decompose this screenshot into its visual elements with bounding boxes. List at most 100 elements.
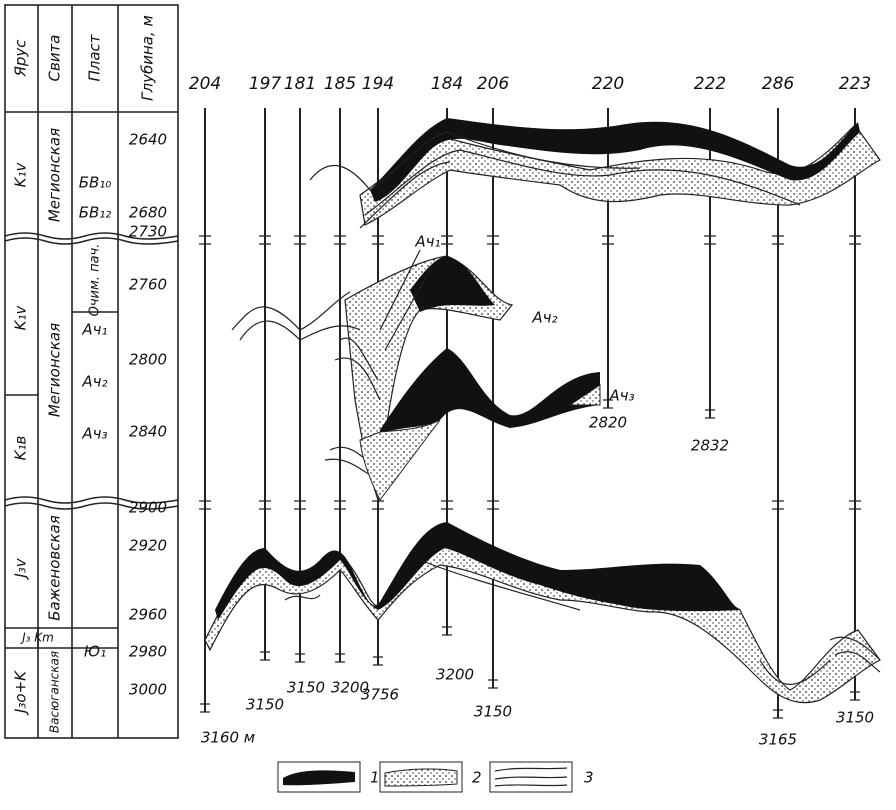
well-number: 194 <box>362 74 394 94</box>
layer-label: Ач₂ <box>81 373 107 391</box>
depth-label: 2960 <box>129 606 167 624</box>
well-break <box>602 235 614 245</box>
well-bottom <box>603 399 613 409</box>
depth-label: 2760 <box>129 276 167 294</box>
well-number: 197 <box>249 74 282 94</box>
well-bottom <box>295 653 305 663</box>
depth-label: 2730 <box>129 223 167 241</box>
well-break <box>334 500 346 510</box>
thin-lines <box>309 131 801 229</box>
stage-label: K₁v <box>12 162 30 188</box>
jurassic-clay <box>215 522 740 620</box>
ach2-clay <box>380 348 600 435</box>
well-break <box>441 235 453 245</box>
ach-thin <box>231 249 431 481</box>
depth-label: 2980 <box>129 643 167 661</box>
well-number: 181 <box>284 74 316 94</box>
well-depth: 3160 м <box>201 729 255 747</box>
well-break <box>259 500 271 510</box>
depth-label: 2640 <box>129 131 167 149</box>
layer-label: БВ₁₀ <box>79 174 112 192</box>
well-bottom <box>335 653 345 663</box>
column-header: Ярус <box>12 39 30 78</box>
well-break <box>372 500 384 510</box>
layer-annotation: Ач₂ <box>531 309 557 327</box>
ach1-clay <box>410 256 495 312</box>
column-header: Глубина, м <box>139 15 157 101</box>
depth-label: 2920 <box>129 537 167 555</box>
layer-label: Очим. пач. <box>88 244 103 317</box>
stage-label: K₁в <box>12 436 30 461</box>
legend-label: 2 <box>472 769 482 787</box>
depth-label: 2900 <box>129 499 167 517</box>
well-number: 286 <box>762 74 795 94</box>
well-depth: 3150 <box>287 679 325 697</box>
well-break <box>259 235 271 245</box>
stage-label: J₃o+K <box>12 670 30 716</box>
well-break <box>704 235 716 245</box>
well-number: 204 <box>189 74 221 94</box>
well-number: 223 <box>839 74 871 94</box>
suite-label: Мегионская <box>46 323 64 417</box>
layer-annotation: Ач₁ <box>414 233 440 251</box>
legend-label: 3 <box>584 769 594 787</box>
well-break <box>199 235 211 245</box>
well-bottom <box>488 679 498 689</box>
layer-label: Ач₃ <box>81 425 107 443</box>
well-bottom <box>442 626 452 636</box>
well-bottom <box>850 691 860 701</box>
well-break <box>772 235 784 245</box>
well-depth: 3200 <box>436 666 474 684</box>
well-break <box>849 235 861 245</box>
well-bottom <box>373 656 383 666</box>
stage-label: J₃ Km <box>20 631 54 645</box>
column-header: Свита <box>46 35 64 82</box>
well-depth: 2820 <box>589 414 627 432</box>
well-depth: 3200 <box>331 679 369 697</box>
depth-label: 2840 <box>129 423 167 441</box>
well-number: 185 <box>324 74 356 94</box>
well-break <box>772 500 784 510</box>
ach2-sand <box>359 384 601 501</box>
well-depth: 2832 <box>691 437 729 455</box>
well-depth: 3150 <box>836 709 874 727</box>
well-number: 222 <box>694 74 726 94</box>
well-number: 184 <box>431 74 463 94</box>
well-depth: 3150 <box>474 703 512 721</box>
clay-band <box>370 118 860 202</box>
well-break <box>487 235 499 245</box>
well-depth: 3756 <box>361 686 399 704</box>
well-break <box>372 235 384 245</box>
layer-label: Ю₁ <box>84 643 106 661</box>
stage-label: J₃v <box>12 557 30 580</box>
well-bottom <box>200 703 210 713</box>
well-bottom <box>773 709 783 719</box>
well-break <box>294 235 306 245</box>
suite-label: Мегионская <box>46 128 64 222</box>
jurassic-sand <box>204 529 881 704</box>
well-depth: 3165 <box>759 731 797 749</box>
legend-label: 1 <box>370 769 380 787</box>
layer-annotation: Ач₃ <box>608 387 634 405</box>
stage-label: K₁v <box>12 305 30 331</box>
layer-label: БВ₁₂ <box>79 204 112 222</box>
layer-label: Ач₁ <box>81 321 107 339</box>
well-bottom <box>705 409 715 419</box>
suite-label: Баженовская <box>46 515 64 621</box>
well-break <box>487 500 499 510</box>
depth-label: 3000 <box>129 681 167 699</box>
jurassic-thin <box>284 559 881 685</box>
well-number: 220 <box>592 74 624 94</box>
column-header: Пласт <box>86 33 104 81</box>
depth-label: 2800 <box>129 351 167 369</box>
well-bottom <box>260 651 270 661</box>
depth-label: 2680 <box>129 204 167 222</box>
stratigraphy-table <box>4 4 179 739</box>
well-number: 206 <box>477 74 510 94</box>
well-depth: 3150 <box>246 696 284 714</box>
well-break <box>334 235 346 245</box>
legend <box>277 761 573 793</box>
well-break <box>441 500 453 510</box>
layers <box>204 118 881 704</box>
